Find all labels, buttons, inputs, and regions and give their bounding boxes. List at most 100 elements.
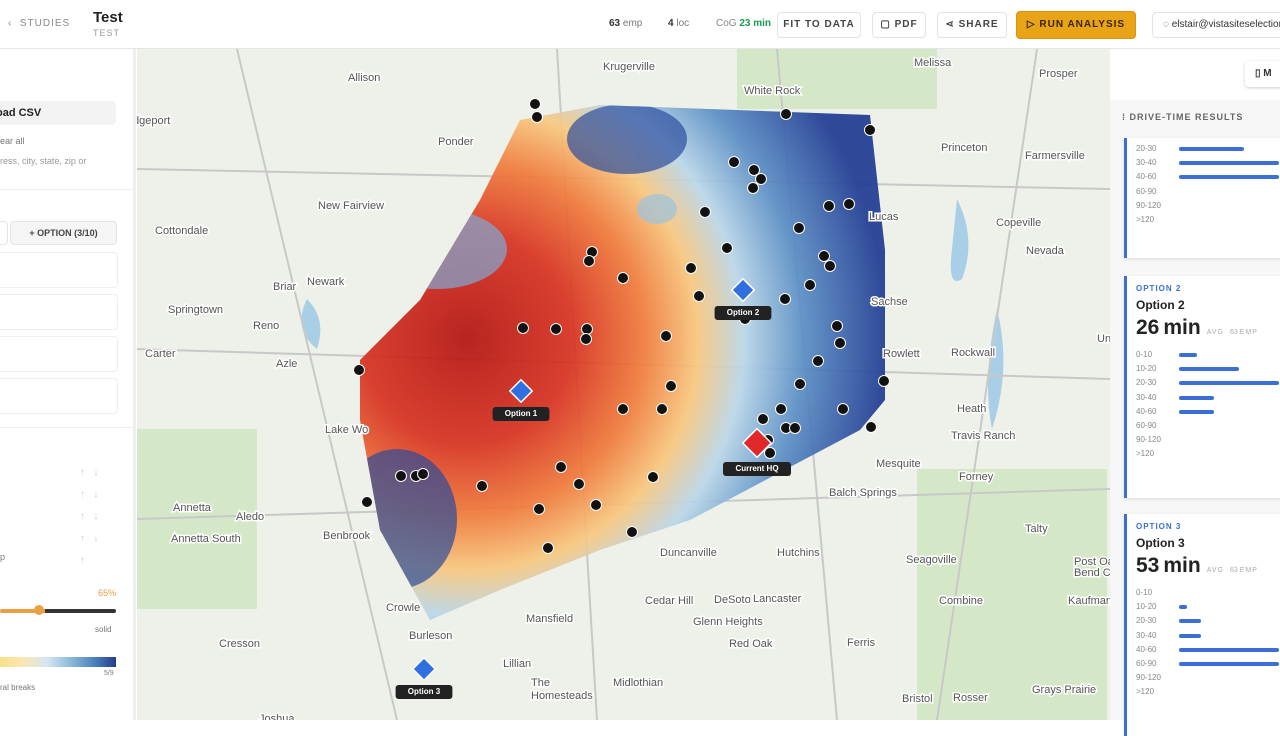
town-label: Annetta South: [171, 533, 241, 545]
bin-label: 20-30: [1136, 144, 1157, 153]
marker-label: Option 2: [727, 308, 760, 317]
bin-bar: [1179, 409, 1214, 414]
town-label: Benbrook: [323, 530, 371, 542]
upload-text: oad CSV: [0, 107, 42, 119]
emp-label: EMP: [1239, 329, 1258, 336]
town-label: Cresson: [219, 638, 260, 650]
back-text: STUDIES: [19, 18, 71, 29]
site-marker: [411, 656, 437, 682]
town-label: Kaufman: [1068, 595, 1110, 607]
town-label: Bend City: [1074, 567, 1110, 579]
stat: 4 loc: [668, 18, 689, 29]
town-label: Springtown: [168, 304, 223, 316]
bin-bar: [1179, 367, 1239, 372]
marker-label-bg: [395, 685, 453, 699]
bin-label: 30-40: [1136, 158, 1157, 168]
town-label: Aledo: [236, 511, 264, 523]
cog: CoG 23 min: [716, 18, 771, 29]
result-card: OPTION 2 Option 2 26 min AVG 63 EMP 0-10 10-20 20…: [1124, 276, 1280, 498]
opacity-slider[interactable]: [0, 605, 116, 615]
location-dot: [728, 156, 740, 168]
avg-label: AVG: [1206, 329, 1224, 336]
avg-label: AVG: [1206, 567, 1224, 574]
bin-bar: [1179, 662, 1279, 666]
back-link[interactable]: ‹ STUDIES: [8, 18, 71, 29]
town-label: Prosper: [1039, 68, 1078, 80]
bin-label: 0-10: [1136, 588, 1153, 597]
cog-label: CoG: [716, 18, 737, 29]
upload-button[interactable]: oad CSV: [0, 101, 116, 125]
study-subtitle: TEST: [93, 28, 121, 38]
location-dot: [843, 198, 855, 210]
run-button[interactable]: ▷ RUN ANALYSIS: [1016, 11, 1136, 39]
bin-label: >120: [1136, 687, 1155, 697]
avg-unit: min: [1163, 316, 1201, 339]
avg-minutes: 53: [1136, 554, 1160, 577]
left-panel: oad CSV ear all ress, city, state, zip o…: [0, 49, 136, 720]
location-dot: [793, 222, 805, 234]
marker-label-bg: [714, 306, 772, 320]
option-slot: [0, 336, 118, 372]
stat-value: 63: [609, 18, 621, 29]
town-label: Azle: [276, 358, 297, 370]
town-label: dgeport: [137, 115, 170, 127]
town-label: Rosser: [953, 692, 988, 704]
town-label: Combine: [939, 595, 983, 607]
location-dot: [834, 337, 846, 349]
location-dot: [747, 182, 759, 194]
bin-label: 20-30: [1136, 616, 1157, 626]
town-label: Mansfield: [526, 613, 573, 625]
pdf-button[interactable]: ▢ PDF: [872, 12, 926, 38]
town-label: Reno: [253, 320, 279, 332]
bin-bar: [1179, 175, 1279, 180]
fit-button[interactable]: FIT TO DATA: [777, 12, 861, 38]
share-button[interactable]: ⋖ SHARE: [937, 12, 1007, 38]
map-toggle-text: M: [1263, 68, 1272, 79]
location-dot: [775, 403, 787, 415]
town-label: Glenn Heights: [693, 616, 763, 628]
location-dot: [656, 403, 668, 415]
town-label: DeSoto: [714, 594, 751, 606]
bin-label: 30-40: [1136, 392, 1157, 402]
card-tag: OPTION 3: [1136, 522, 1182, 531]
results-panel: ⁞ DRIVE-TIME RESULTS 20-30 30-40 40-60 60-9…: [1110, 100, 1280, 736]
user-chip[interactable]: ◌ elstair@vistasiteselection.c: [1152, 12, 1280, 38]
town-label: Talty: [1025, 523, 1048, 535]
parks: [137, 49, 1107, 720]
location-dot: [647, 471, 659, 483]
town-label: Balch Springs: [829, 487, 897, 499]
map-toggle[interactable]: ▯ M: [1245, 61, 1280, 87]
location-dot: [550, 323, 562, 335]
clear-link[interactable]: ear all: [0, 136, 25, 146]
location-dot: [693, 290, 705, 302]
location-dot: [780, 108, 792, 120]
opacity-number: 65: [98, 588, 109, 598]
town-label: Melissa: [914, 57, 952, 69]
bin-label: 60-90: [1136, 186, 1157, 196]
stat-label: loc: [676, 18, 690, 29]
tab[interactable]: [0, 221, 8, 245]
location-dot: [417, 468, 429, 480]
avg-unit: min: [1163, 554, 1201, 577]
location-dot: [831, 320, 843, 332]
town-label: Heath: [957, 403, 986, 415]
town-label: Unic: [1097, 333, 1110, 345]
address-input[interactable]: ress, city, state, zip or: [0, 156, 87, 166]
bin-label: >120: [1136, 215, 1155, 224]
reorder-arrows[interactable]: ↑ ↓ ↑ ↓ ↑ ↓ ↑ ↓ ↑: [80, 467, 99, 566]
bin-label: 30-40: [1136, 630, 1157, 640]
location-dot: [517, 322, 529, 334]
location-dot: [721, 242, 733, 254]
map[interactable]: dgeport Allison Krugerville Melissa White Ro…: [137, 49, 1110, 720]
card-name: Option 3: [1136, 536, 1185, 550]
add-option-button[interactable]: + OPTION (3/10): [10, 221, 117, 245]
bin-bar: [1179, 161, 1279, 166]
site-marker: [508, 378, 534, 404]
location-dot: [583, 255, 595, 267]
results-title-text: DRIVE-TIME RESULTS: [1129, 112, 1244, 122]
location-dot: [660, 330, 672, 342]
town-label: Rowlett: [883, 348, 920, 360]
location-dot: [531, 111, 543, 123]
color-ramp: [0, 657, 116, 667]
town-label: Lake Wo: [325, 424, 368, 436]
